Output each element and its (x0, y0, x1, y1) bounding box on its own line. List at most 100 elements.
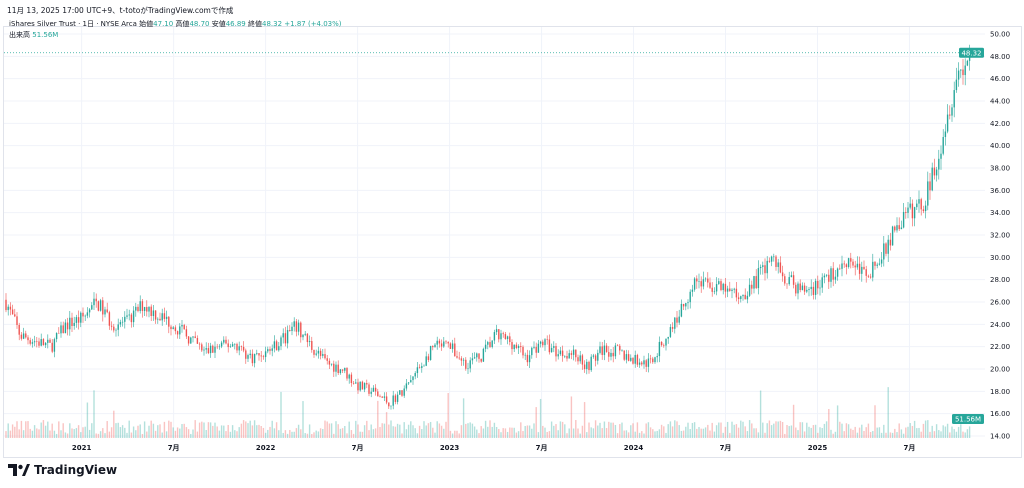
volume-bar (790, 425, 793, 438)
volume-bar (605, 428, 608, 438)
candle-body (902, 211, 905, 228)
volume-bar (687, 422, 689, 438)
candle-body (581, 355, 584, 365)
volume-bar (121, 425, 124, 438)
candle-body (735, 288, 738, 298)
candle-body (491, 340, 493, 348)
candle-body (784, 276, 786, 284)
volume-bar (487, 426, 489, 438)
candle-body (302, 334, 304, 338)
candle-body (561, 350, 564, 357)
volume-bar (330, 423, 333, 438)
volume-bar (425, 425, 427, 438)
candle-body (157, 318, 159, 320)
volume-bar (16, 421, 18, 438)
candle-body (597, 352, 599, 361)
candle-body (929, 181, 931, 191)
volume-bar (181, 424, 183, 438)
volume-bar (66, 433, 69, 438)
candle-body (251, 353, 254, 364)
volume-bar (313, 432, 315, 438)
volume-bar (165, 431, 168, 438)
volume-bar (253, 420, 256, 438)
volume-bar (885, 432, 887, 438)
candle-body (577, 357, 579, 362)
candle-body (643, 360, 645, 365)
volume-bar (572, 428, 575, 438)
candle-body (368, 384, 370, 394)
volume-bar (814, 424, 817, 438)
volume-bar (368, 430, 370, 438)
tradingview-logo[interactable]: TradingView (8, 463, 117, 477)
volume-bar (185, 427, 188, 438)
candle-body (638, 362, 641, 365)
volume-bar (852, 429, 854, 438)
volume-bar (75, 428, 78, 438)
candle-body (86, 312, 89, 316)
volume-bar (883, 424, 885, 438)
volume-bar (614, 424, 617, 438)
candle-body (163, 313, 166, 319)
candle-body (652, 358, 654, 363)
candle-body (260, 355, 262, 357)
candle-body (135, 306, 137, 311)
volume-bar (737, 427, 740, 438)
volume-bar (656, 430, 658, 438)
volume-bar (865, 427, 867, 438)
candle-body (768, 260, 771, 262)
candle-body (124, 316, 126, 322)
candle-body (498, 329, 500, 340)
candle-body (460, 358, 463, 361)
volume-bar (561, 421, 564, 438)
candle-body (64, 322, 67, 334)
logo-text: TradingView (34, 463, 118, 477)
candle-body (352, 382, 355, 384)
candle-body (955, 79, 958, 91)
candle-body (654, 357, 656, 363)
candle-body (247, 355, 249, 359)
volume-bar (381, 423, 383, 438)
volume-bar (339, 428, 342, 438)
volume-bar (498, 429, 500, 438)
candle-body (907, 207, 909, 213)
candle-body (212, 345, 214, 353)
volume-bar (825, 421, 828, 438)
candle-body (390, 405, 392, 407)
volume-bar (671, 426, 674, 438)
candle-body (216, 346, 218, 348)
volume-bar (748, 420, 751, 438)
volume-bar (823, 423, 826, 438)
candle-body (711, 287, 713, 292)
candle-body (198, 343, 201, 345)
volume-bar (434, 432, 436, 438)
price-tick-label: 14.00 (990, 433, 1010, 441)
volume-bar (97, 433, 100, 438)
volume-bar (146, 431, 148, 438)
volume-bar (370, 424, 372, 438)
volume-bar (390, 420, 392, 438)
candle-body (524, 354, 526, 356)
volume-bar (207, 422, 210, 438)
volume-bar (764, 432, 766, 438)
candle-body (630, 357, 632, 361)
candle-body (234, 343, 236, 345)
candle-body (623, 350, 625, 360)
candle-body (53, 339, 56, 352)
candle-body (806, 289, 808, 292)
candle-body (71, 317, 73, 327)
volume-bar (775, 421, 777, 438)
volume-bar (262, 427, 265, 438)
volume-bar (137, 425, 139, 438)
volume-bar (781, 422, 784, 438)
symbol-name[interactable]: iShares Silver Trust · 1日 · NYSE Arca (9, 20, 137, 28)
volume-bar (878, 427, 881, 438)
candle-body (469, 360, 471, 369)
volume-bar (394, 426, 397, 438)
volume-bar (152, 423, 155, 438)
volume-bar (891, 432, 894, 438)
volume-bar (603, 421, 606, 438)
volume-bar (196, 431, 199, 438)
volume-bar (47, 421, 49, 438)
candle-body (698, 281, 700, 282)
